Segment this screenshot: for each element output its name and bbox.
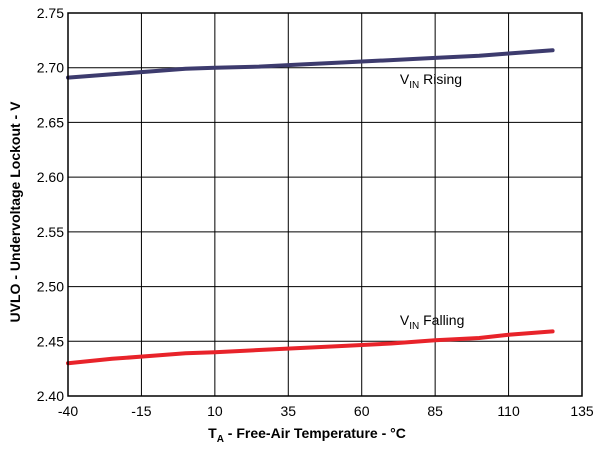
y-tick-label: 2.75 <box>37 5 64 21</box>
series-label-rest: Falling <box>419 312 464 328</box>
x-axis-title-sub: A <box>217 434 224 445</box>
x-tick-label: 110 <box>497 403 520 419</box>
y-axis-title: UVLO - Undervoltage Lockout - V <box>7 101 23 323</box>
series-label-sub: IN <box>409 80 419 91</box>
plot-frame <box>67 12 583 397</box>
x-tick-label: 135 <box>570 403 594 419</box>
grid <box>67 12 583 397</box>
x-axis-title-rest: - Free-Air Temperature - °C <box>224 425 406 441</box>
series-label-sub: IN <box>409 321 419 332</box>
tick-labels: -40 -15 10 35 60 85 110 135 2.40 2.45 2.50 2.55 2.60… <box>37 5 594 419</box>
x-tick-label: 60 <box>354 403 370 419</box>
series-lines <box>66 48 555 366</box>
x-tick-label: 10 <box>207 403 223 419</box>
series-line-1 <box>66 329 555 366</box>
y-tick-label: 2.65 <box>37 114 64 130</box>
series-label-0: VIN Rising <box>400 71 462 91</box>
x-tick-label: 35 <box>280 403 296 419</box>
series-label-main: V <box>400 71 410 87</box>
series-label-main: V <box>400 312 410 328</box>
y-tick-label: 2.50 <box>37 279 64 295</box>
x-axis-title: TA - Free-Air Temperature - °C <box>208 425 406 445</box>
series-line-0 <box>66 48 555 80</box>
y-tick-label: 2.60 <box>37 169 64 185</box>
x-tick-label: 85 <box>427 403 443 419</box>
x-tick-label: -40 <box>58 403 78 419</box>
y-tick-label: 2.55 <box>37 224 64 240</box>
x-axis-title-main: T <box>208 425 217 441</box>
y-tick-label: 2.40 <box>37 388 64 404</box>
y-tick-label: 2.70 <box>37 60 64 76</box>
x-tick-label: -15 <box>131 403 151 419</box>
series-label-rest: Rising <box>419 71 462 87</box>
series-label-1: VIN Falling <box>400 312 464 332</box>
y-tick-label: 2.45 <box>37 333 64 349</box>
